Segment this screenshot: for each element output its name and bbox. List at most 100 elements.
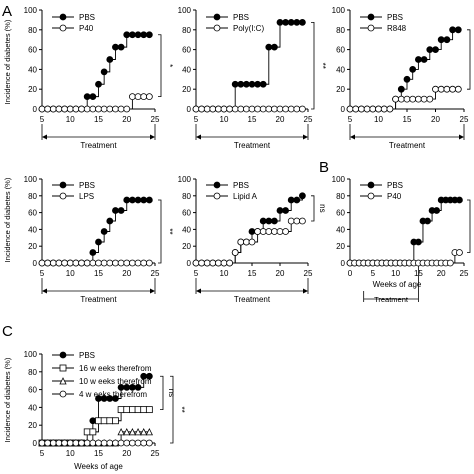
data-point — [61, 259, 68, 267]
data-point — [380, 105, 388, 113]
data-point — [424, 217, 431, 225]
legend-marker — [59, 390, 67, 398]
x-tick-label: 10 — [374, 115, 383, 124]
series-line — [350, 199, 460, 264]
data-point — [414, 95, 422, 103]
data-point — [128, 259, 136, 267]
arrowhead-right — [459, 134, 464, 140]
legend-marker — [213, 192, 221, 200]
data-point — [78, 259, 85, 267]
significance-label: * — [165, 64, 174, 67]
legend-marker — [367, 181, 375, 189]
legend-label: PBS — [79, 351, 95, 360]
legend-marker — [59, 351, 67, 359]
legend-label: Poly(I:C) — [233, 24, 264, 33]
y-tick-label: 0 — [341, 105, 346, 114]
data-point — [293, 18, 301, 26]
x-tick-label: 10 — [66, 269, 75, 278]
panel-letter: C — [2, 323, 13, 340]
y-tick-label: 0 — [341, 259, 346, 268]
data-point — [100, 439, 108, 447]
data-point — [287, 217, 295, 225]
data-point — [55, 259, 63, 267]
y-tick-label: 80 — [182, 192, 191, 201]
treatment-label: Treatment — [234, 141, 271, 150]
data-point — [134, 383, 142, 391]
y-tick-label: 80 — [28, 26, 37, 35]
data-point — [443, 36, 451, 44]
data-point — [140, 259, 148, 267]
data-point — [72, 439, 80, 447]
data-point — [265, 228, 273, 235]
data-point — [369, 105, 377, 113]
series-line — [42, 409, 150, 444]
significance-bracket — [158, 34, 162, 98]
data-point — [298, 192, 306, 200]
data-point — [209, 259, 217, 267]
data-point — [117, 105, 125, 113]
data-point — [237, 238, 245, 246]
data-point — [386, 105, 394, 113]
data-point — [293, 105, 301, 113]
y-tick-label: 0 — [33, 259, 38, 268]
x-tick-label: 20 — [276, 269, 285, 278]
data-point — [446, 259, 454, 267]
y-tick-label: 100 — [332, 6, 346, 15]
chart-C: 0 20 40 60 80 100 5 10 15 20 25 Incidence of diabet… — [3, 350, 186, 471]
legend-marker — [59, 192, 67, 200]
data-point — [100, 417, 108, 425]
significance-bracket — [311, 21, 315, 110]
x-tick-label: 15 — [94, 115, 103, 124]
data-point — [287, 196, 295, 204]
x-tick-label: 25 — [151, 269, 160, 278]
significance-bracket — [467, 199, 471, 253]
y-tick-label: 60 — [28, 386, 37, 395]
y-tick-label: 40 — [28, 403, 37, 412]
data-point — [298, 105, 306, 113]
x-tick-label: 20 — [122, 449, 131, 458]
y-axis-label: Incidence of diabetes (%) — [3, 177, 12, 262]
data-point — [100, 228, 108, 235]
data-point — [83, 428, 91, 436]
data-point — [95, 105, 102, 113]
data-point — [61, 439, 68, 447]
legend-label: PBS — [79, 181, 95, 190]
significance-label: ** — [165, 228, 174, 234]
data-point — [397, 95, 405, 103]
data-point — [214, 105, 222, 113]
series-1 — [346, 249, 463, 267]
x-tick-label: 5 — [40, 115, 45, 124]
arrowhead-left — [42, 288, 47, 294]
x-tick-label: 5 — [194, 115, 199, 124]
data-point — [66, 259, 74, 267]
significance-bracket — [170, 375, 174, 444]
legend-marker — [59, 181, 67, 189]
data-point — [248, 105, 256, 113]
arrowhead-right — [150, 134, 155, 140]
legend-label: 16 w eeks therefrom — [79, 364, 152, 373]
y-tick-label: 80 — [28, 368, 37, 377]
y-tick-label: 20 — [28, 85, 37, 94]
legend-marker — [367, 13, 375, 21]
x-axis-label: Weeks of age — [373, 280, 422, 289]
data-point — [414, 56, 422, 63]
data-point — [128, 406, 136, 414]
data-point — [375, 105, 382, 113]
data-point — [265, 43, 273, 51]
x-tick-label: 25 — [304, 115, 313, 124]
data-point — [89, 428, 97, 436]
x-tick-label: 15 — [403, 115, 412, 124]
data-point — [83, 93, 91, 101]
series-line — [196, 21, 303, 110]
y-tick-label: 40 — [182, 225, 191, 234]
y-axis-label: Incidence of diabetes (%) — [3, 19, 12, 104]
data-point — [198, 259, 206, 267]
data-point — [134, 31, 142, 39]
x-tick-label: 5 — [194, 269, 199, 278]
y-tick-label: 20 — [336, 85, 345, 94]
data-point — [123, 196, 131, 204]
data-point — [38, 259, 46, 267]
legend-marker — [213, 13, 221, 21]
data-point — [38, 105, 46, 113]
